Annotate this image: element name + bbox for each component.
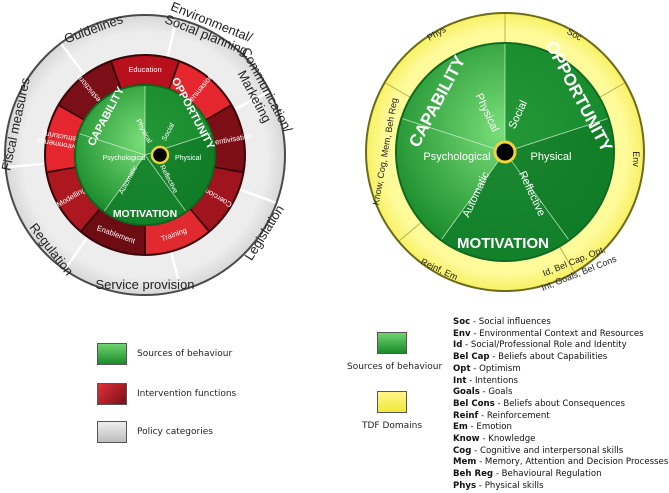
abbreviation-row: Cog - Cognitive and interpersonal skills: [453, 446, 668, 458]
abbreviation-row: Reinf - Reinforcement: [453, 411, 668, 423]
opportunity-physical-label: Physical: [175, 155, 202, 162]
behaviour-change-wheels: Guidelines Environmental/Social planningC…: [0, 0, 645, 296]
abbreviation-term: Em: [453, 422, 468, 433]
abbreviation-description: - Goals: [479, 387, 513, 398]
abbreviation-term: Id: [453, 340, 463, 351]
legend2-tdf-label: TDF Domains: [362, 421, 423, 431]
abbreviation-row: Env - Environmental Context and Resource…: [453, 329, 668, 341]
legend-policy-label: Policy categories: [137, 427, 213, 437]
legend-functions-swatch: [97, 383, 127, 405]
abbreviation-term: Mem: [453, 457, 477, 468]
abbreviation-description: - Emotion: [467, 422, 512, 433]
opportunity-social-sector-2: [505, 44, 608, 152]
abbreviation-description: - Beliefs about Capabilities: [489, 352, 608, 363]
function-training-segment: [145, 209, 208, 254]
function-enablement-segment: [82, 209, 145, 254]
wheel1-hub: [150, 145, 170, 165]
abbreviation-description: - Beliefs about Consequences: [494, 398, 625, 409]
motivation-label-2: MOTIVATION: [457, 235, 549, 252]
abbreviation-term: Bel Cap: [453, 352, 490, 363]
abbreviation-list: Soc - Social influences Env - Environment…: [453, 317, 668, 493]
abbreviation-row: Soc - Social influences: [453, 317, 668, 329]
abbreviation-row: Know - Knowledge: [453, 434, 668, 446]
abbreviation-term: Opt: [453, 363, 471, 374]
legend-policy-swatch: [97, 421, 127, 443]
function-education-label: Education: [128, 65, 161, 74]
abbreviation-description: - Cognitive and interpersonal skills: [471, 445, 624, 456]
abbreviation-description: - Behavioural Regulation: [493, 469, 602, 480]
abbreviation-description: - Environmental Context and Resources: [470, 328, 644, 339]
motivation-label: MOTIVATION: [113, 208, 177, 220]
abbreviation-row: Int - Intentions: [453, 376, 668, 388]
function-education-segment: [112, 56, 178, 89]
wheel2-hub: [493, 140, 517, 164]
capability-psychological-label-2: Psychological: [423, 151, 490, 163]
opportunity-physical-sector-2: [505, 118, 614, 240]
abbreviation-description: - Social/Professional Role and Identity: [462, 340, 627, 351]
function-restrictions-segment: [59, 62, 121, 119]
abbreviation-term: Know: [453, 434, 480, 445]
abbreviation-term: Reinf: [453, 410, 479, 421]
abbreviation-row: Goals - Goals: [453, 387, 668, 399]
legend-sources-label: Sources of behaviour: [137, 349, 233, 359]
function-incentivisation-segment: [206, 106, 244, 172]
motivation-reflective-sector-2: [441, 152, 569, 261]
motivation-reflective-sector: [104, 155, 186, 225]
wheel-tdf: Phys Soc Env Know, Cog, Mem, Beh Reg Rei…: [365, 12, 645, 293]
abbreviation-term: Int: [453, 375, 467, 386]
abbreviation-row: Opt - Optimism: [453, 364, 668, 376]
capability-psychological-label: Psychological: [103, 155, 146, 162]
function-modelling-segment: [47, 168, 99, 231]
tdf-env-label: Env: [631, 151, 641, 167]
abbreviation-term: Phys: [453, 480, 477, 491]
legend2-tdf-swatch: [377, 391, 407, 413]
abbreviation-description: - Memory, Attention and Decision Process…: [476, 457, 669, 468]
abbreviation-description: - Reinforcement: [478, 410, 550, 421]
opportunity-social-sector: [145, 86, 211, 155]
abbreviation-term: Beh Reg: [453, 469, 494, 480]
abbreviation-description: - Physical skills: [476, 480, 544, 491]
policy-service-provision: Service provision: [96, 277, 195, 292]
legend-functions-label: Intervention functions: [137, 389, 237, 399]
abbreviation-description: - Social influences: [470, 317, 551, 327]
abbreviation-row: Beh Reg - Behavioural Regulation: [453, 469, 668, 481]
abbreviation-row: Mem - Memory, Attention and Decision Pro…: [453, 457, 668, 469]
abbreviation-description: - Optimism: [470, 363, 521, 374]
abbreviation-term: Env: [453, 328, 471, 339]
abbreviation-term: Bel Cons: [453, 398, 495, 409]
wheel-intervention: Guidelines Environmental/Social planningC…: [0, 0, 296, 296]
legend-sources-swatch: [97, 343, 127, 365]
abbreviation-term: Soc: [453, 317, 471, 327]
function-persuasion-segment: [169, 62, 231, 119]
abbreviation-row: Id - Social/Professional Role and Identi…: [453, 340, 668, 352]
abbreviation-row: Phys - Physical skills: [453, 481, 668, 493]
legend2-sources-swatch: [377, 332, 407, 354]
abbreviation-row: Bel Cap - Beliefs about Capabilities: [453, 352, 668, 364]
abbreviation-row: Bel Cons - Beliefs about Consequences: [453, 399, 668, 411]
abbreviation-term: Goals: [453, 387, 480, 398]
abbreviation-description: - Intentions: [466, 375, 519, 386]
legend2-sources-label: Sources of behaviour: [347, 362, 443, 372]
opportunity-physical-label-2: Physical: [531, 151, 572, 163]
function-coercion-segment: [191, 168, 243, 231]
abbreviation-term: Cog: [453, 445, 472, 456]
abbreviation-description: - Knowledge: [479, 434, 536, 445]
abbreviation-row: Em - Emotion: [453, 422, 668, 434]
function-environmental-restructuring-segment: [46, 106, 84, 172]
